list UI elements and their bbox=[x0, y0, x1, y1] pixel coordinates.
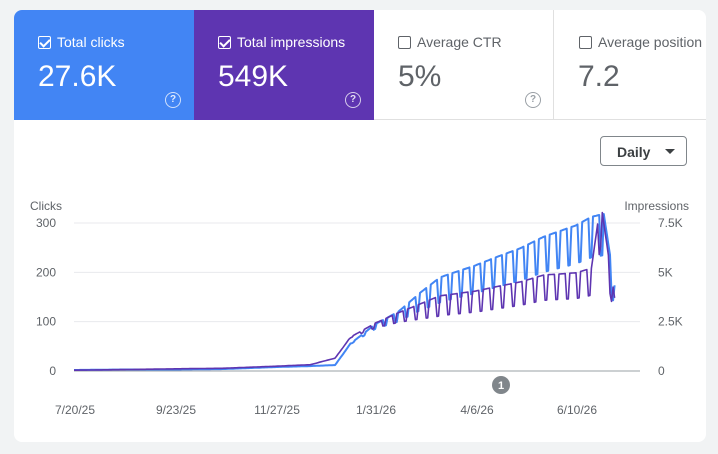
checkbox-unchecked-icon[interactable] bbox=[398, 36, 411, 49]
x-tick-label: 11/27/25 bbox=[254, 403, 300, 417]
right-tick-label: 0 bbox=[658, 364, 665, 378]
help-icon[interactable]: ? bbox=[345, 92, 361, 108]
right-tick-label: 2.5K bbox=[658, 315, 683, 329]
left-tick-label: 100 bbox=[36, 315, 56, 329]
annotation-marker-circle[interactable] bbox=[492, 376, 510, 394]
metric-value: 7.2 bbox=[578, 60, 620, 93]
gridlines bbox=[74, 222, 640, 372]
metric-label: Total impressions bbox=[237, 34, 346, 50]
metric-label: Total clicks bbox=[57, 34, 125, 50]
x-tick-label: 1/31/26 bbox=[356, 403, 396, 417]
x-tick-label: 4/6/26 bbox=[460, 403, 494, 417]
metric-average-position[interactable]: Average position 7.2 bbox=[554, 10, 706, 120]
help-icon[interactable]: ? bbox=[525, 92, 541, 108]
right-tick-label: 7.5K bbox=[658, 216, 683, 230]
metric-average-ctr[interactable]: Average CTR 5% ? bbox=[374, 10, 554, 120]
right-axis-ticks: 7.5K 5K 2.5K 0 bbox=[658, 216, 683, 378]
checkbox-unchecked-icon[interactable] bbox=[579, 36, 592, 49]
x-axis-ticks: 7/20/25 9/23/25 11/27/25 1/31/26 4/6/26 6/10/… bbox=[55, 403, 597, 417]
checkbox-checked-icon[interactable] bbox=[38, 36, 51, 49]
chart-series bbox=[74, 211, 616, 372]
right-axis-title: Impressions bbox=[624, 199, 689, 213]
metric-label: Average CTR bbox=[417, 34, 502, 50]
help-icon[interactable]: ? bbox=[165, 92, 181, 108]
performance-card: Total clicks 27.6K ? Total impressions 5… bbox=[14, 10, 706, 442]
left-tick-label: 200 bbox=[36, 265, 56, 279]
metric-total-clicks[interactable]: Total clicks 27.6K ? bbox=[14, 10, 194, 120]
caret-down-icon bbox=[665, 149, 675, 154]
left-axis-ticks: 300 200 100 0 bbox=[36, 216, 56, 378]
x-tick-label: 6/10/26 bbox=[557, 403, 597, 417]
annotation-marker[interactable]: 1 bbox=[492, 376, 510, 394]
right-tick-label: 5K bbox=[658, 265, 673, 279]
range-selector-dropdown[interactable]: Daily bbox=[600, 136, 687, 166]
metric-tabs: Total clicks 27.6K ? Total impressions 5… bbox=[14, 10, 706, 120]
x-tick-label: 7/20/25 bbox=[55, 403, 95, 417]
metric-total-impressions[interactable]: Total impressions 549K ? bbox=[194, 10, 374, 120]
x-tick-label: 9/23/25 bbox=[156, 403, 196, 417]
checkbox-checked-icon[interactable] bbox=[218, 36, 231, 49]
metric-value: 5% bbox=[398, 60, 442, 93]
left-axis-title: Clicks bbox=[30, 199, 62, 213]
annotation-marker-label: 1 bbox=[498, 380, 504, 392]
metric-value: 549K bbox=[218, 60, 289, 93]
metric-label: Average position bbox=[598, 34, 703, 50]
left-tick-label: 300 bbox=[36, 216, 56, 230]
series-line-impressions bbox=[74, 211, 616, 372]
range-selector-label: Daily bbox=[617, 144, 651, 160]
metric-value: 27.6K bbox=[38, 60, 117, 93]
left-tick-label: 0 bbox=[49, 364, 56, 378]
